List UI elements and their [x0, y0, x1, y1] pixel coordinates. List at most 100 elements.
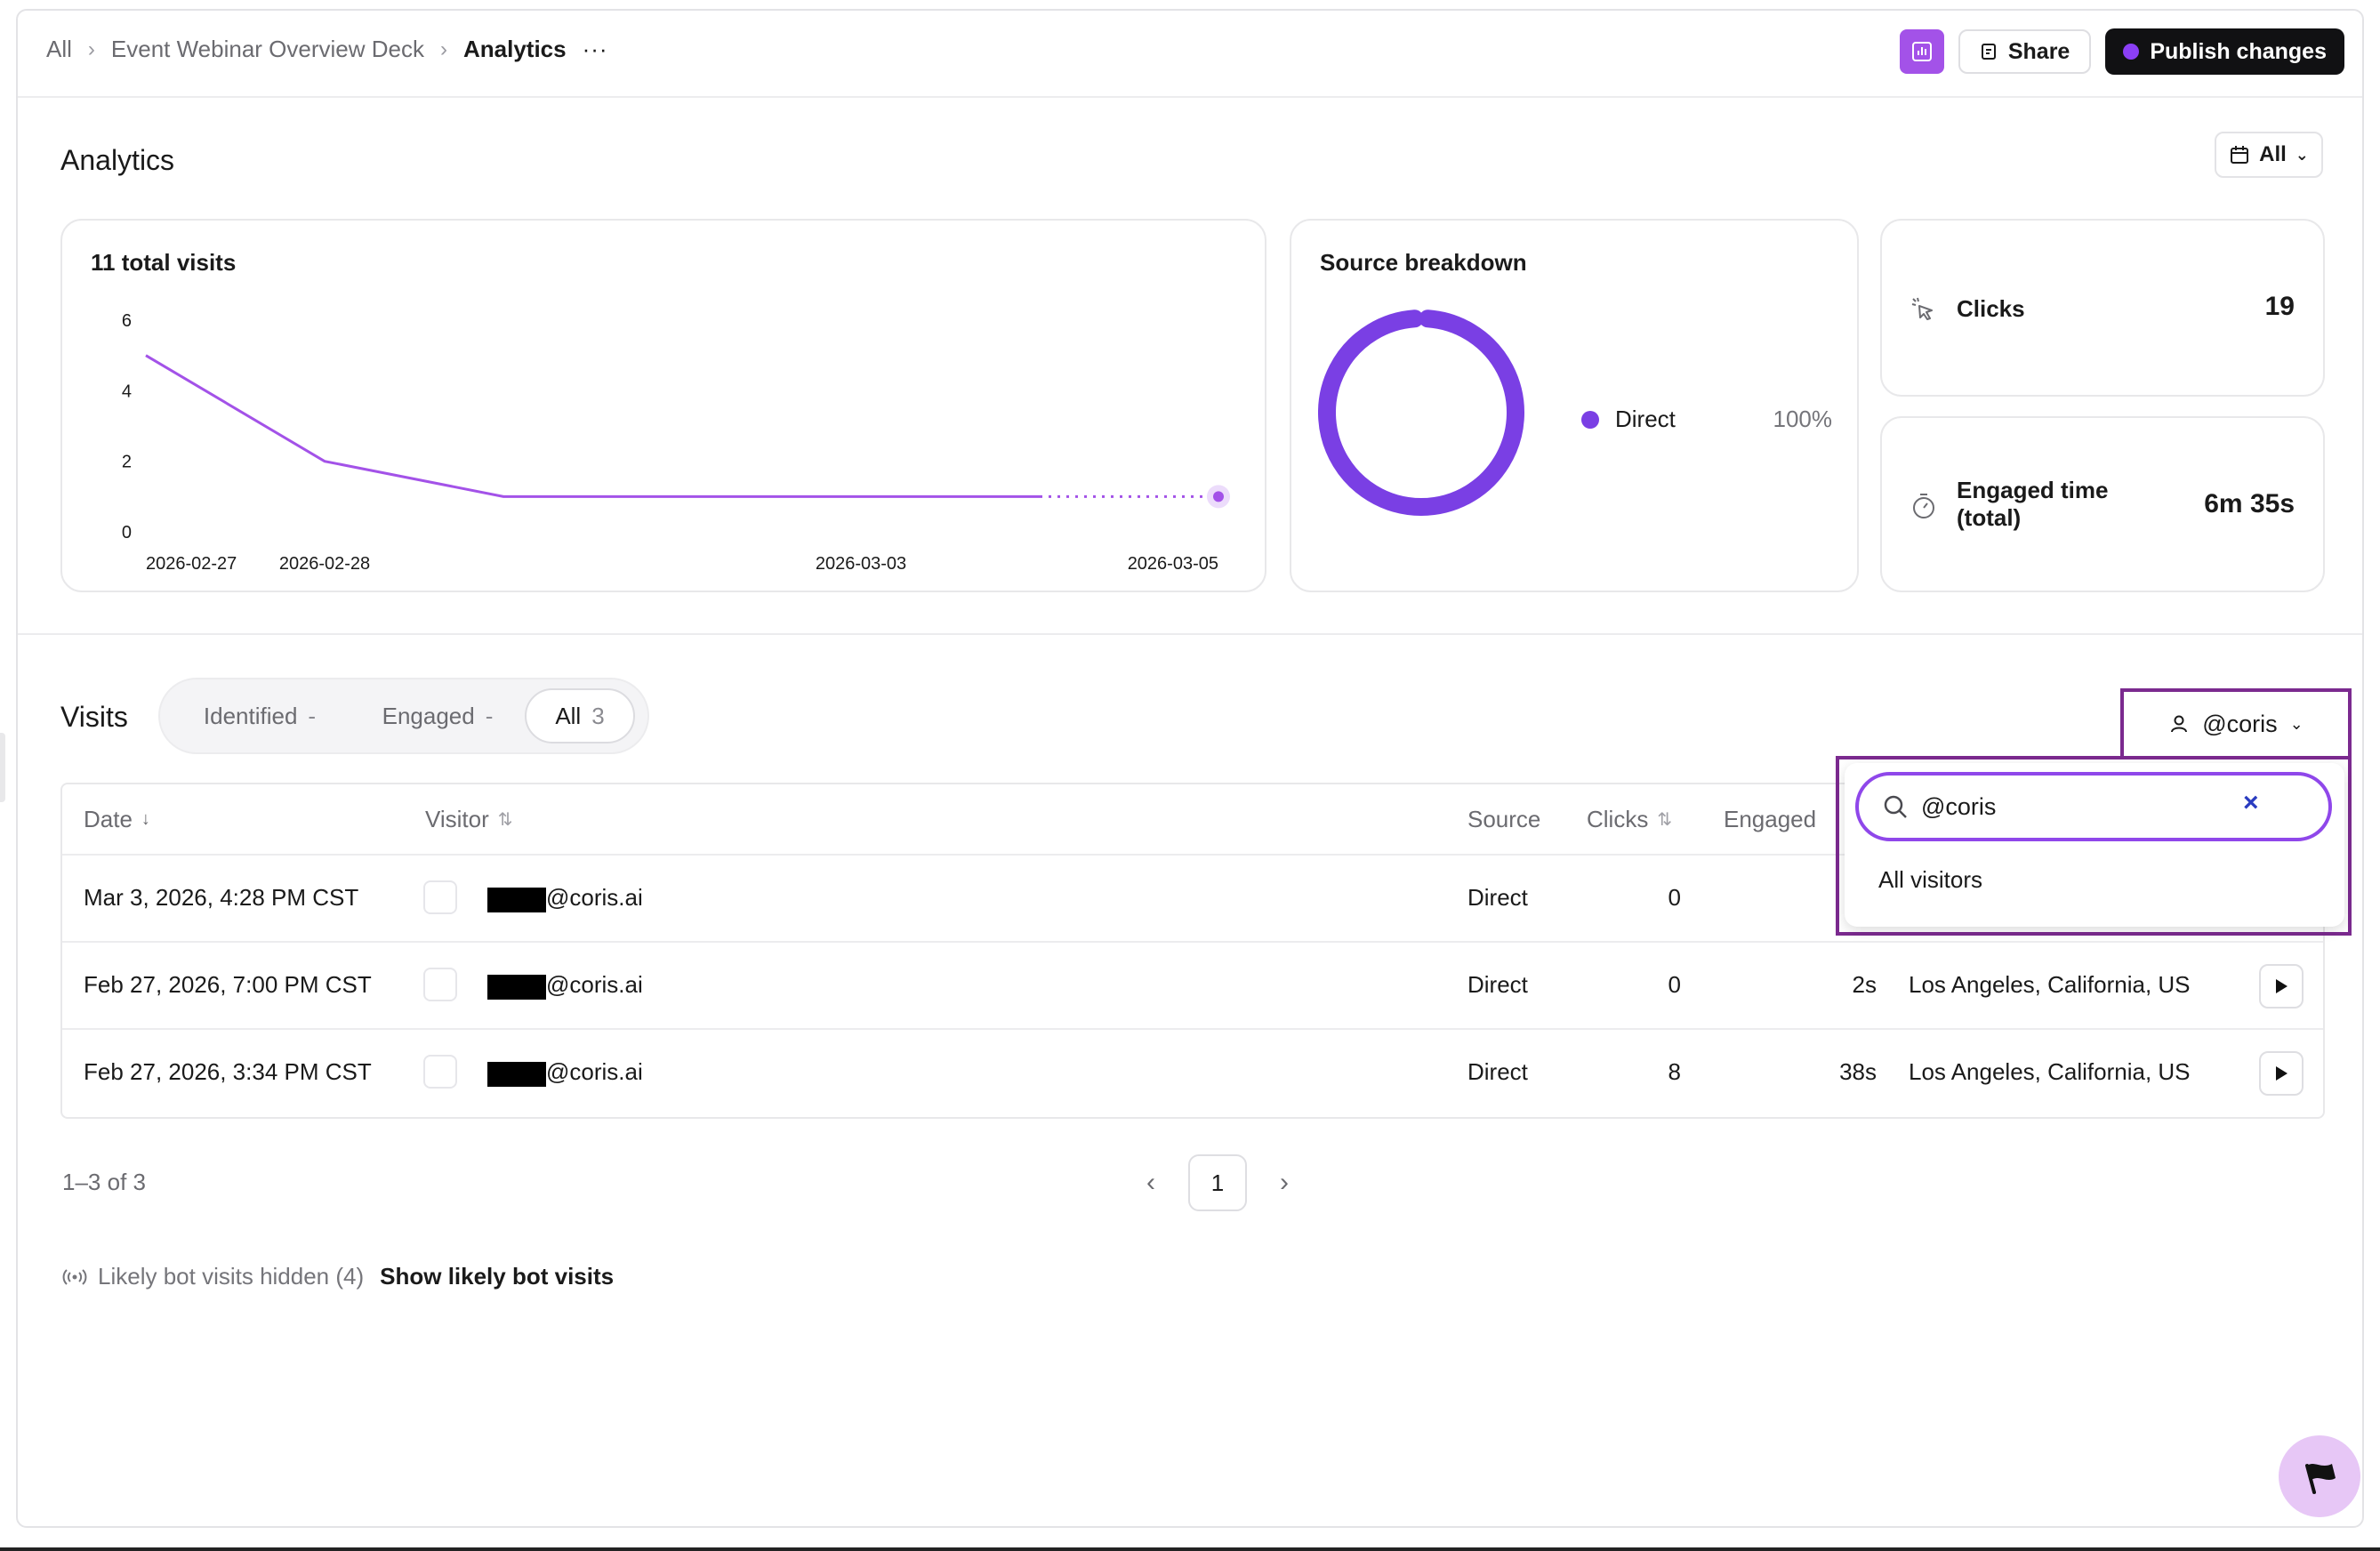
tab-engaged[interactable]: Engaged -	[349, 688, 527, 743]
tab-all[interactable]: All 3	[525, 688, 635, 743]
clicks-card: Clicks 19	[1880, 219, 2325, 397]
y-tick-label: 2	[122, 453, 132, 472]
y-tick-label: 4	[122, 382, 132, 401]
visits-table: Date ↓ Visitor ⇅ Source Clicks ⇅ Engaged…	[60, 783, 2325, 1119]
tab-label: Identified	[203, 702, 298, 729]
x-tick-label: 2026-03-05	[1128, 554, 1218, 574]
analytics-title: Analytics	[60, 144, 175, 176]
breadcrumb-all[interactable]: All	[46, 36, 72, 62]
row-date: Feb 27, 2026, 3:34 PM CST	[84, 1058, 372, 1085]
row-clicks: 0	[1668, 884, 1681, 911]
top-actions: Share Publish changes	[1899, 28, 2344, 75]
analytics-button[interactable]	[1899, 29, 1944, 74]
date-range-label: All	[2259, 142, 2287, 166]
window-edge-handle	[0, 733, 5, 802]
visitor-avatar-icon	[423, 880, 457, 914]
column-engaged[interactable]: Engaged	[1724, 806, 1816, 833]
visitor-search-box: ×	[1855, 772, 2332, 841]
chevron-right-icon: ›	[440, 36, 447, 61]
visitor-search-dropdown: × All visitors	[1845, 763, 2344, 927]
search-icon	[1884, 795, 1907, 818]
source-breakdown-title: Source breakdown	[1320, 249, 1527, 276]
show-bot-visits-link[interactable]: Show likely bot visits	[380, 1263, 615, 1290]
breadcrumb-deck[interactable]: Event Webinar Overview Deck	[110, 36, 424, 62]
share-icon	[1981, 44, 1996, 60]
option-all-visitors[interactable]: All visitors	[1878, 866, 1983, 893]
feedback-button[interactable]	[2279, 1435, 2360, 1517]
column-clicks-label: Clicks	[1587, 806, 1649, 832]
tab-count: 3	[591, 702, 605, 729]
tab-count: -	[308, 702, 317, 729]
section-divider	[18, 633, 2362, 635]
source-donut-chart	[1318, 309, 1524, 516]
visitor-filter-button[interactable]: @coris ⌄	[2120, 688, 2352, 759]
visitor-filter-label: @coris	[2202, 710, 2278, 737]
previous-page-icon[interactable]: ‹	[1146, 1168, 1155, 1197]
legend-dot	[1581, 410, 1599, 429]
tab-count: -	[485, 702, 494, 729]
row-source: Direct	[1467, 971, 1528, 998]
source-breakdown-card: Source breakdown Direct 100%	[1290, 219, 1859, 592]
row-location: Los Angeles, California, US	[1909, 971, 2191, 998]
visitor-email: @coris.ai	[546, 971, 643, 998]
table-row[interactable]: Feb 27, 2026, 7:00 PM CST @coris.ai Dire…	[62, 943, 2323, 1030]
play-replay-button[interactable]	[2259, 964, 2304, 1009]
column-date-label: Date	[84, 806, 133, 832]
visitor-search-input[interactable]	[1921, 788, 2250, 825]
share-label: Share	[2007, 38, 2070, 64]
arrow-down-icon: ↓	[141, 809, 150, 829]
redacted-name	[487, 1062, 546, 1087]
engaged-time-label-line2: (total)	[1957, 504, 2022, 531]
pagination-info: 1–3 of 3	[62, 1169, 146, 1195]
user-icon	[2171, 715, 2188, 733]
next-page-icon[interactable]: ›	[1280, 1168, 1289, 1197]
y-tick-label: 0	[122, 523, 132, 542]
pagination: ‹ 1 ›	[1135, 1154, 1300, 1211]
sort-icon: ⇅	[1657, 810, 1673, 830]
table-row[interactable]: Mar 3, 2026, 4:28 PM CST @coris.ai Direc…	[62, 856, 2323, 943]
y-tick-label: 6	[122, 311, 132, 331]
row-location: Los Angeles, California, US	[1909, 1058, 2191, 1085]
breadcrumb-current: Analytics	[463, 36, 567, 62]
visits-line-chart: 0 2 4 6 2026-02-27 2026-02-28 2026-03-03 2026-0…	[122, 311, 1230, 574]
visitor-email: @coris.ai	[546, 884, 643, 911]
page-button-1[interactable]: 1	[1188, 1154, 1247, 1211]
total-visits-title: 11 total visits	[91, 249, 237, 276]
more-options-icon[interactable]: ···	[582, 36, 608, 62]
table-row[interactable]: Feb 27, 2026, 3:34 PM CST @coris.ai Dire…	[62, 1030, 2323, 1117]
data-point[interactable]	[1213, 491, 1224, 502]
clicks-value: 19	[2264, 292, 2295, 321]
app-window: All › Event Webinar Overview Deck › Anal…	[16, 9, 2364, 1528]
play-icon	[2276, 1066, 2288, 1081]
taskbar-strip	[0, 1547, 2380, 1551]
row-clicks: 0	[1668, 971, 1681, 998]
dropdown-highlight	[1836, 756, 2352, 936]
date-range-dropdown[interactable]: All ⌄	[2215, 132, 2323, 178]
breadcrumb: All › Event Webinar Overview Deck › Anal…	[46, 36, 608, 63]
column-visitor[interactable]: Visitor ⇅	[425, 806, 513, 833]
column-source[interactable]: Source	[1467, 806, 1540, 833]
donut-slice-direct[interactable]	[1318, 309, 1524, 516]
play-replay-button[interactable]	[2259, 1051, 2304, 1096]
row-engaged: 38s	[1839, 1058, 1877, 1085]
clicks-label: Clicks	[1957, 295, 2025, 322]
tab-identified[interactable]: Identified -	[180, 688, 340, 743]
visitor-email: @coris.ai	[546, 1058, 643, 1085]
column-engaged-label: Engaged	[1724, 806, 1817, 832]
column-date[interactable]: Date ↓	[84, 806, 150, 833]
stopwatch-icon	[1913, 494, 1934, 518]
redacted-name	[487, 888, 546, 912]
x-tick-label: 2026-03-03	[816, 554, 906, 574]
share-button[interactable]: Share	[1958, 29, 2092, 74]
play-icon	[2276, 979, 2288, 993]
column-clicks[interactable]: Clicks ⇅	[1587, 806, 1672, 833]
engaged-time-card: Engaged time (total) 6m 35s	[1880, 416, 2325, 592]
row-engaged: 2s	[1852, 971, 1877, 998]
engaged-time-label-line1: Engaged time	[1957, 477, 2109, 503]
chevron-down-icon: ⌄	[2295, 145, 2309, 164]
status-dot	[2123, 44, 2140, 60]
visitor-avatar-icon	[423, 968, 457, 1001]
clear-search-icon[interactable]: ×	[2243, 788, 2259, 817]
column-visitor-label: Visitor	[425, 806, 489, 832]
publish-button[interactable]: Publish changes	[2105, 28, 2344, 75]
